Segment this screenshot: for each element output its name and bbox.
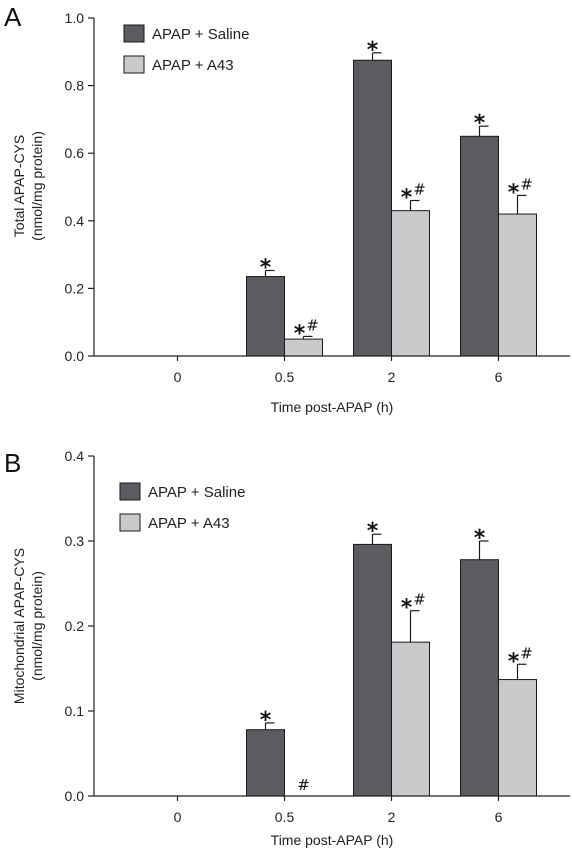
panel-a-sig-star-1-1: * (294, 321, 306, 346)
panel-b-ytick-label-0.1: 0.1 (65, 703, 85, 719)
panel-b-legend: APAP + Saline APAP + A43 (119, 482, 245, 532)
panel-a-sig-star-1-2: * (401, 186, 413, 211)
panel-b-ytick-label-0.2: 0.2 (65, 618, 85, 634)
panel-a-legend: APAP + Saline APAP + A43 (123, 24, 249, 74)
panel-a: A Total APAP-CYS (nmol/mg protein) Time … (4, 2, 570, 415)
panel-a-xtick-label-0.5: 0.5 (275, 369, 295, 385)
panel-a-bar-saline-0.5 (246, 276, 285, 357)
panel-a-letter: A (4, 2, 22, 32)
panel-a-sig-hash-1-1: # (306, 316, 319, 334)
panel-a-xtick-label-0: 0 (174, 369, 182, 385)
panel-a-sig-mark-0-3: * (474, 111, 486, 136)
panel-a-bar-saline-2 (353, 59, 392, 357)
panel-a-bar-a43-6 (498, 213, 537, 357)
panel-a-ytick-label-0.0: 0.0 (65, 348, 85, 364)
panel-b-legend-swatch-1 (119, 513, 141, 532)
panel-a-sig-mark-0-2: * (367, 38, 379, 63)
panel-b-ylabel-line2: (nmol/mg protein) (29, 571, 45, 681)
panel-a-bar-a43-2 (391, 210, 430, 357)
panel-b-legend-swatch-0 (119, 482, 141, 501)
panel-b-sig-star-1-3: * (508, 649, 520, 674)
panel-b-bar-saline-2 (353, 543, 392, 797)
panel-b-bar-saline-6 (460, 559, 499, 797)
panel-a-legend-label-0: APAP + Saline (152, 26, 249, 43)
panel-a-ytick-label-1.0: 1.0 (65, 10, 85, 26)
panel-a-sig-mark-0-1: * (260, 255, 272, 280)
panel-a-sig-star-1-3: * (508, 180, 520, 205)
panel-b-xtick-label-6: 6 (495, 809, 503, 825)
panel-b-sig-mark-0-2: * (367, 519, 379, 544)
panel-a-ytick-label-0.8: 0.8 (65, 78, 85, 94)
panel-b-ytick-label-0.4: 0.4 (65, 448, 85, 464)
panel-a-xtick-label-6: 6 (495, 369, 503, 385)
panel-b-bar-a43-6 (498, 679, 537, 797)
panel-a-sig-hash-1-3: # (520, 175, 533, 193)
panel-b-xtick-label-0.5: 0.5 (275, 809, 295, 825)
panel-b-xtick-label-0: 0 (174, 809, 182, 825)
panel-b-sig-star-1-2: * (401, 596, 413, 621)
panel-a-xtick-label-2: 2 (388, 369, 396, 385)
panel-a-ytick-label-0.4: 0.4 (65, 213, 85, 229)
panel-b-letter: B (4, 448, 21, 478)
panel-b-sig-hash-1-3: # (520, 644, 533, 662)
panel-b-plot: ** *#* #* #0.00.10.20.30.40 0.5 2 6 (65, 448, 570, 825)
panel-b-sig-mark-1-1: # (297, 776, 310, 794)
panel-b-sig-mark-0-1: * (260, 708, 272, 733)
panel-b-ylabel-line1: Mitochondrial APAP-CYS (11, 548, 27, 704)
panel-a-xlabel: Time post-APAP (h) (271, 399, 394, 415)
panel-b-xlabel: Time post-APAP (h) (271, 832, 394, 848)
panel-b-xtick-label-2: 2 (388, 809, 396, 825)
panel-b-sig-mark-0-3: * (474, 526, 486, 551)
panel-b-bar-saline-0.5 (246, 729, 285, 797)
panel-a-ylabel-line1: Total APAP-CYS (11, 135, 27, 237)
panel-b-ytick-label-0.3: 0.3 (65, 533, 85, 549)
panel-b-sig-hash-1-2: # (413, 591, 426, 609)
panel-a-legend-swatch-1 (123, 55, 145, 74)
panel-a-plot: **** #* # * #0.00.20.40.60.81.00 0.5 2 6 (65, 10, 570, 385)
panel-a-legend-swatch-0 (123, 24, 145, 43)
panel-b-ytick-label-0.0: 0.0 (65, 788, 85, 804)
panel-b-legend-label-1: APAP + A43 (148, 515, 230, 532)
panel-b: B Mitochondrial APAP-CYS (nmol/mg protei… (4, 448, 570, 848)
panel-a-legend-label-1: APAP + A43 (152, 57, 234, 74)
panel-a-sig-hash-1-2: # (413, 181, 426, 199)
panel-b-bar-a43-2 (391, 641, 430, 797)
panel-a-bar-saline-6 (460, 135, 499, 357)
panel-a-ylabel-line2: (nmol/mg protein) (29, 131, 45, 241)
panel-b-legend-label-0: APAP + Saline (148, 484, 245, 501)
panel-a-ytick-label-0.6: 0.6 (65, 145, 85, 161)
panel-a-ytick-label-0.2: 0.2 (65, 280, 85, 296)
